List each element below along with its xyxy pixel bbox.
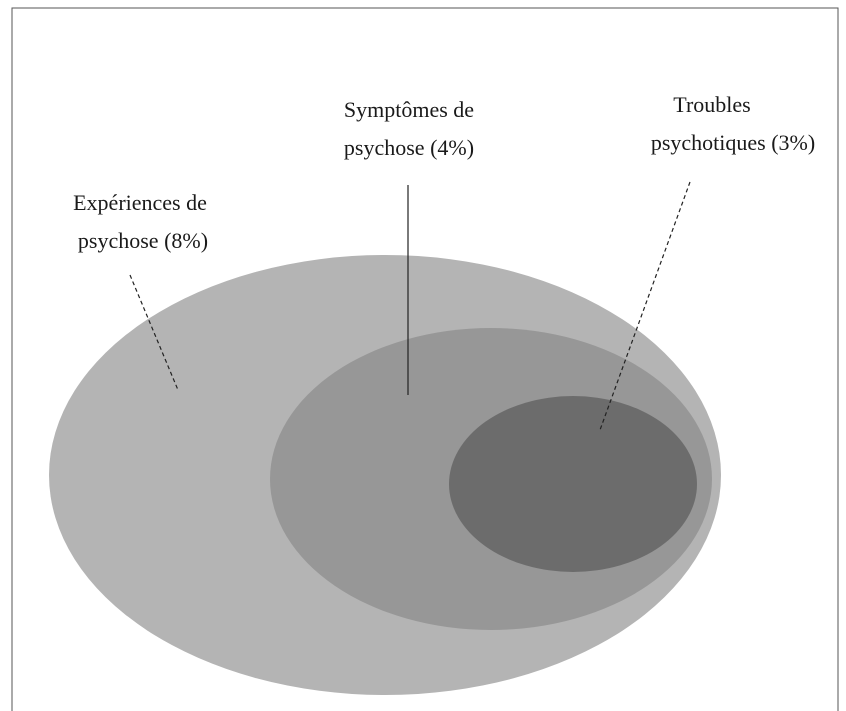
label: psychose (8%) bbox=[78, 228, 208, 253]
label: Troubles bbox=[673, 92, 750, 117]
frame bbox=[11, 7, 839, 711]
inner-ellipse bbox=[449, 396, 697, 572]
label: psychotiques (3%) bbox=[651, 130, 815, 155]
leader-line bbox=[599, 181, 691, 431]
label: Symptômes de bbox=[344, 97, 474, 122]
label: Expériences de bbox=[73, 190, 207, 215]
label: psychose (4%) bbox=[344, 135, 474, 160]
